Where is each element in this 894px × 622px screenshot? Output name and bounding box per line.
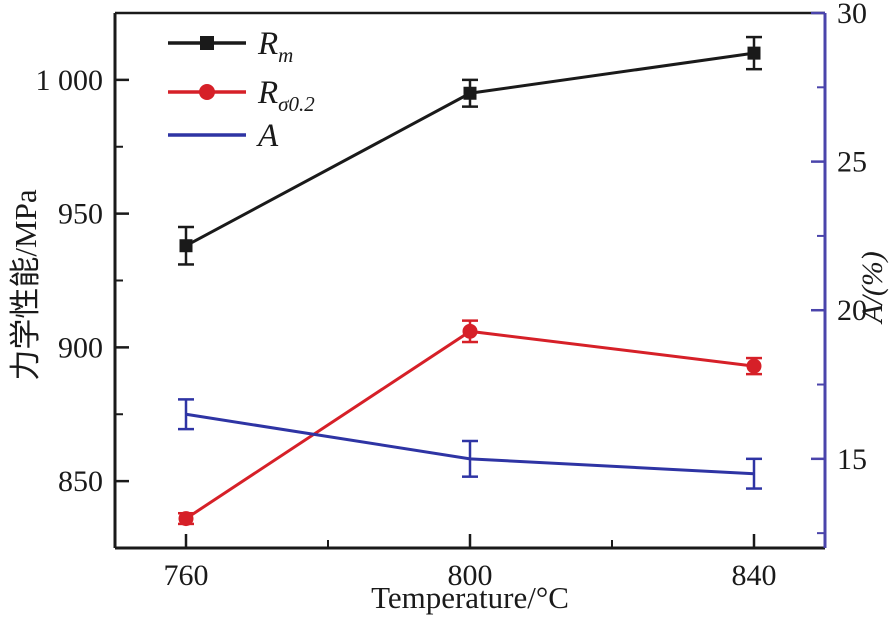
legend-entry-rm: Rm	[168, 26, 293, 67]
left-y-axis-title: 力学性能/MPa	[8, 189, 43, 380]
series-line	[185, 412, 755, 476]
series-rm	[178, 35, 762, 266]
data-point-marker	[463, 86, 477, 100]
legend: Rm Rσ0.2A	[168, 26, 315, 154]
left-y-tick-label: 850	[58, 465, 103, 498]
legend-label: Rσ0.2	[257, 75, 315, 116]
left-y-tick-label: 950	[58, 198, 103, 231]
legend-entry-rsigma02: Rσ0.2	[168, 75, 315, 116]
x-tick-label: 760	[164, 559, 209, 592]
left-y-tick-label: 900	[58, 331, 103, 364]
x-axis-title: Temperature/°C	[371, 580, 569, 615]
legend-marker	[200, 36, 214, 50]
legend-label: Rm	[257, 26, 293, 67]
right-y-tick-label: 25	[837, 146, 867, 179]
legend-marker	[199, 84, 215, 100]
x-tick-label: 800	[448, 559, 493, 592]
data-point-marker	[178, 511, 194, 527]
left-y-tick-label: 1 000	[36, 64, 104, 97]
data-point-marker	[746, 358, 762, 374]
series-rsigma02	[178, 319, 762, 527]
right-y-tick-label: 30	[837, 0, 867, 30]
data-point-marker	[462, 323, 478, 339]
legend-entry-a: A	[168, 118, 279, 154]
right-y-axis-title: A/(%)	[856, 251, 889, 325]
right-y-tick-label: 20	[837, 294, 867, 327]
chart-dynamic-layer: 760 800 840 850 900 950 1 000 15 20 25 30 Rm Rσ0.2A	[36, 0, 868, 592]
series-a	[178, 398, 762, 490]
x-tick-label: 840	[732, 559, 777, 592]
data-point-marker	[179, 239, 193, 253]
right-y-tick-label: 15	[837, 443, 867, 476]
legend-label: A	[256, 118, 279, 154]
data-point-marker	[747, 46, 761, 60]
series-line	[185, 329, 755, 520]
